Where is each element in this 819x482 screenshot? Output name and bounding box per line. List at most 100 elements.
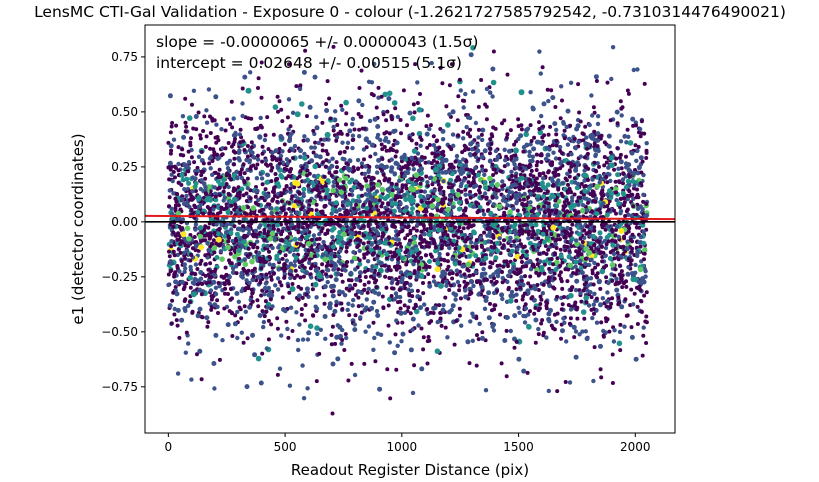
scatter-point bbox=[610, 229, 615, 234]
scatter-point bbox=[479, 132, 484, 137]
scatter-point bbox=[635, 304, 640, 309]
scatter-point bbox=[301, 186, 307, 192]
scatter-point bbox=[504, 328, 509, 333]
scatter-point bbox=[396, 260, 401, 265]
scatter-point bbox=[370, 142, 375, 147]
scatter-point bbox=[394, 229, 399, 234]
scatter-point bbox=[477, 205, 483, 210]
scatter-point bbox=[450, 276, 455, 281]
scatter-point bbox=[357, 248, 362, 253]
scatter-point bbox=[297, 322, 302, 327]
scatter-point bbox=[375, 132, 381, 138]
scatter-point bbox=[569, 152, 574, 157]
scatter-point bbox=[435, 160, 440, 165]
scatter-point bbox=[542, 185, 548, 191]
scatter-point bbox=[184, 193, 189, 199]
scatter-point bbox=[368, 247, 374, 253]
scatter-point bbox=[587, 122, 592, 128]
scatter-point bbox=[541, 213, 547, 219]
scatter-point bbox=[624, 140, 629, 145]
scatter-point bbox=[309, 247, 314, 252]
scatter-point bbox=[473, 253, 479, 259]
scatter-point bbox=[526, 236, 531, 241]
scatter-point bbox=[360, 102, 365, 108]
scatter-point bbox=[542, 133, 547, 138]
scatter-point bbox=[205, 324, 210, 329]
scatter-point bbox=[234, 271, 239, 276]
scatter-point bbox=[371, 299, 377, 305]
scatter-point bbox=[476, 292, 481, 297]
scatter-point bbox=[484, 295, 489, 300]
scatter-point bbox=[319, 244, 325, 250]
scatter-point bbox=[237, 262, 242, 266]
scatter-point bbox=[598, 367, 603, 372]
scatter-point bbox=[338, 248, 343, 254]
scatter-point bbox=[312, 241, 317, 247]
scatter-point bbox=[305, 241, 312, 247]
scatter-point bbox=[559, 84, 564, 89]
scatter-point bbox=[528, 309, 532, 314]
scatter-point bbox=[541, 176, 546, 181]
scatter-point bbox=[337, 289, 342, 295]
scatter-point bbox=[234, 231, 240, 237]
scatter-point bbox=[516, 356, 522, 362]
scatter-point bbox=[275, 176, 280, 181]
scatter-point bbox=[632, 291, 637, 296]
scatter-point bbox=[640, 276, 645, 282]
scatter-point bbox=[204, 315, 210, 321]
scatter-point bbox=[606, 239, 611, 244]
scatter-point bbox=[266, 147, 271, 152]
scatter-point bbox=[183, 96, 188, 101]
scatter-point bbox=[502, 147, 507, 152]
scatter-point bbox=[170, 298, 175, 303]
scatter-point bbox=[329, 333, 334, 337]
scatter-point bbox=[359, 290, 364, 296]
scatter-point bbox=[221, 275, 226, 280]
scatter-point bbox=[435, 152, 440, 157]
scatter-point bbox=[451, 143, 456, 148]
scatter-point bbox=[189, 207, 194, 212]
scatter-point bbox=[461, 136, 466, 141]
scatter-point bbox=[443, 169, 449, 175]
scatter-point bbox=[283, 308, 288, 314]
scatter-point bbox=[394, 318, 399, 323]
scatter-point bbox=[271, 262, 276, 268]
scatter-point bbox=[431, 274, 436, 279]
scatter-point bbox=[613, 239, 618, 244]
scatter-point bbox=[340, 156, 345, 161]
scatter-point bbox=[470, 244, 475, 249]
scatter-point bbox=[541, 250, 546, 255]
scatter-point bbox=[450, 183, 455, 188]
scatter-point bbox=[580, 203, 586, 208]
scatter-point bbox=[528, 267, 534, 272]
scatter-point bbox=[225, 210, 231, 216]
scatter-point bbox=[575, 305, 580, 310]
scatter-point bbox=[262, 137, 268, 143]
scatter-point bbox=[334, 209, 339, 214]
scatter-point bbox=[502, 213, 507, 218]
scatter-point bbox=[388, 210, 393, 215]
scatter-point bbox=[265, 163, 270, 168]
scatter-point bbox=[373, 359, 378, 364]
scatter-point bbox=[325, 178, 331, 184]
scatter-point bbox=[519, 127, 524, 132]
scatter-point bbox=[378, 332, 384, 337]
scatter-point bbox=[612, 167, 617, 172]
scatter-point bbox=[423, 253, 428, 258]
scatter-point bbox=[539, 321, 544, 326]
scatter-point bbox=[534, 152, 539, 157]
scatter-point bbox=[547, 266, 552, 271]
scatter-point bbox=[374, 105, 379, 110]
scatter-point bbox=[447, 288, 452, 292]
scatter-point bbox=[252, 211, 257, 216]
scatter-point bbox=[594, 296, 599, 301]
scatter-point bbox=[520, 282, 526, 288]
scatter-point bbox=[330, 293, 336, 299]
scatter-point bbox=[555, 256, 560, 261]
scatter-point bbox=[619, 277, 624, 281]
scatter-point bbox=[416, 168, 422, 173]
scatter-point bbox=[608, 305, 613, 310]
scatter-point bbox=[337, 254, 342, 260]
scatter-point bbox=[270, 198, 275, 203]
